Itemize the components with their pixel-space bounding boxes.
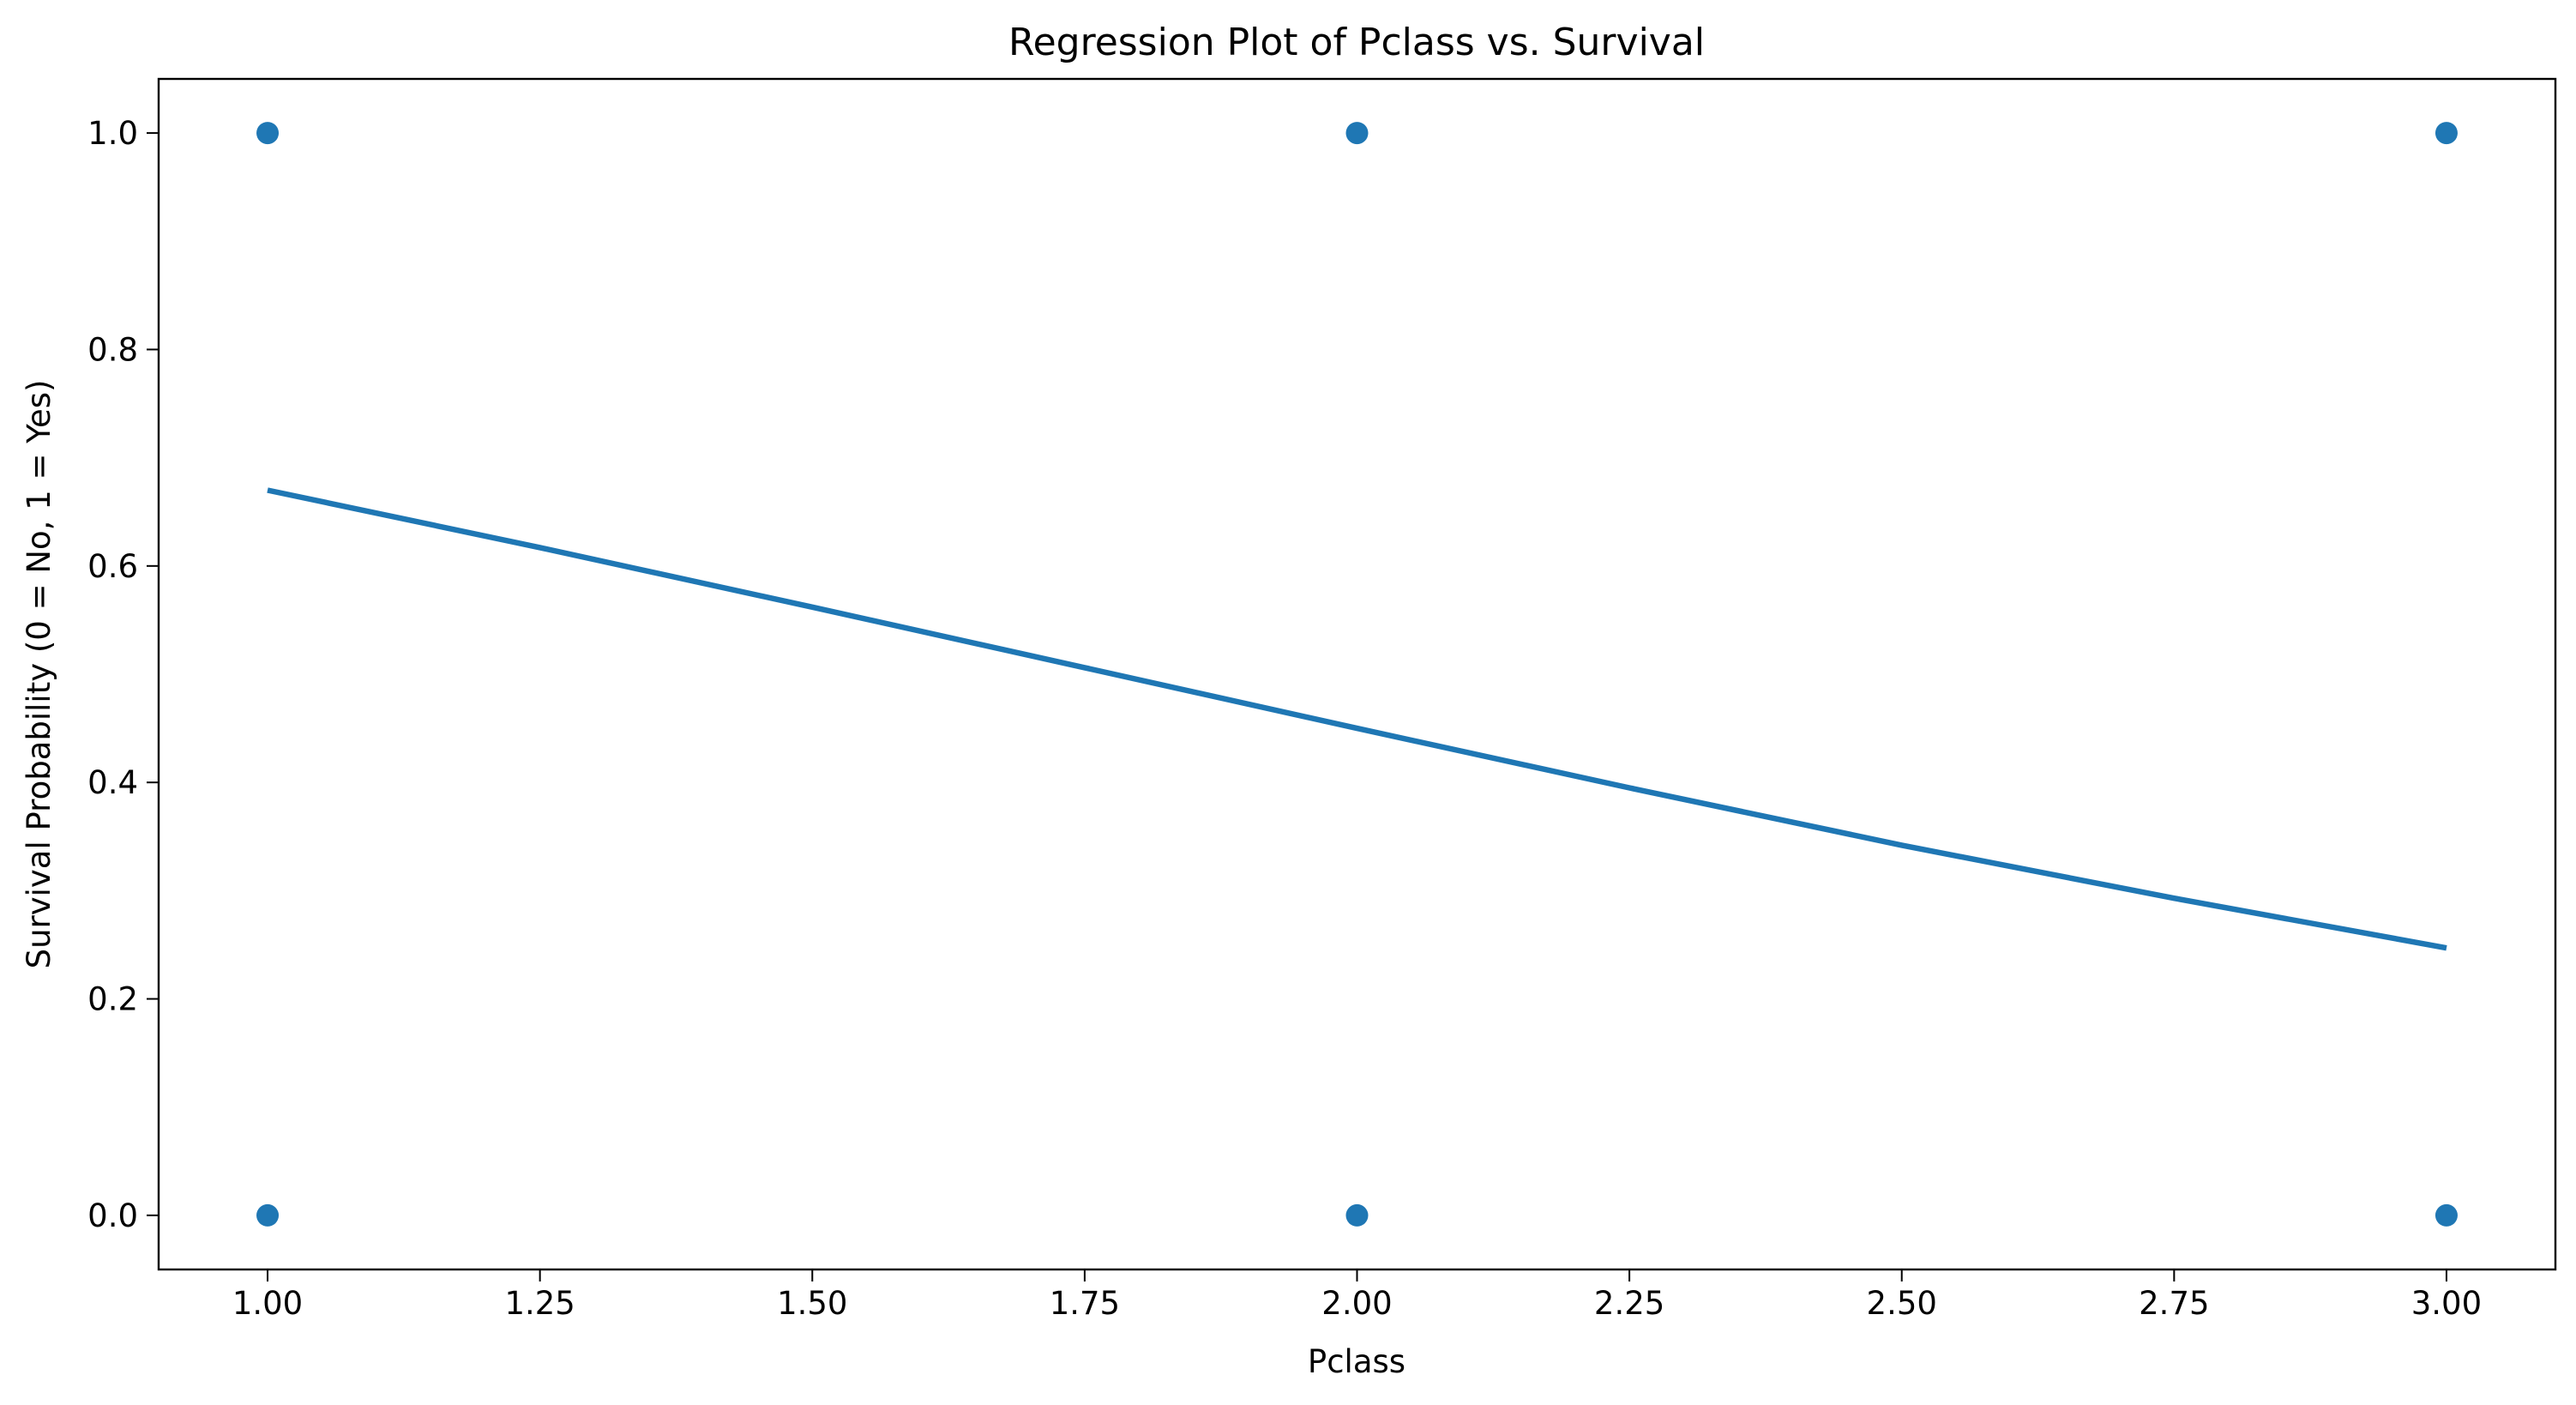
x-tick-label: 2.50 bbox=[1867, 1285, 1937, 1322]
x-tick-label: 1.25 bbox=[504, 1285, 575, 1322]
data-point bbox=[256, 122, 280, 145]
x-tick-label: 1.75 bbox=[1050, 1285, 1120, 1322]
y-tick-label: 0.2 bbox=[87, 981, 138, 1018]
y-axis-label: Survival Probability (0 = No, 1 = Yes) bbox=[21, 380, 57, 969]
y-tick-label: 0.8 bbox=[87, 331, 138, 368]
x-tick-label: 2.00 bbox=[1321, 1285, 1392, 1322]
data-point bbox=[2435, 122, 2458, 145]
data-point bbox=[1345, 1203, 1369, 1227]
x-tick-label: 1.00 bbox=[232, 1285, 303, 1322]
x-tick-label: 3.00 bbox=[2411, 1285, 2482, 1322]
y-tick-label: 0.4 bbox=[87, 764, 138, 801]
x-axis-label: Pclass bbox=[1308, 1343, 1405, 1380]
y-tick-label: 0.6 bbox=[87, 548, 138, 585]
x-tick-label: 1.50 bbox=[777, 1285, 847, 1322]
x-tick-label: 2.25 bbox=[1594, 1285, 1664, 1322]
data-point bbox=[256, 1203, 280, 1227]
data-point bbox=[2435, 1203, 2458, 1227]
y-axis-ticks: 0.0 0.2 0.4 0.6 0.8 1.0 bbox=[87, 115, 159, 1234]
x-axis-ticks: 1.00 1.25 1.50 1.75 2.00 2.25 2.50 2.75 3.00 bbox=[232, 1269, 2482, 1322]
data-point bbox=[1345, 122, 1369, 145]
plot-area bbox=[256, 122, 2458, 1227]
x-tick-label: 2.75 bbox=[2139, 1285, 2209, 1322]
y-tick-label: 0.0 bbox=[87, 1197, 138, 1234]
chart-title: Regression Plot of Pclass vs. Survival bbox=[1008, 21, 1705, 64]
axes-frame bbox=[157, 77, 2557, 1271]
regression-line bbox=[267, 487, 2447, 951]
y-tick-label: 1.0 bbox=[87, 115, 138, 152]
